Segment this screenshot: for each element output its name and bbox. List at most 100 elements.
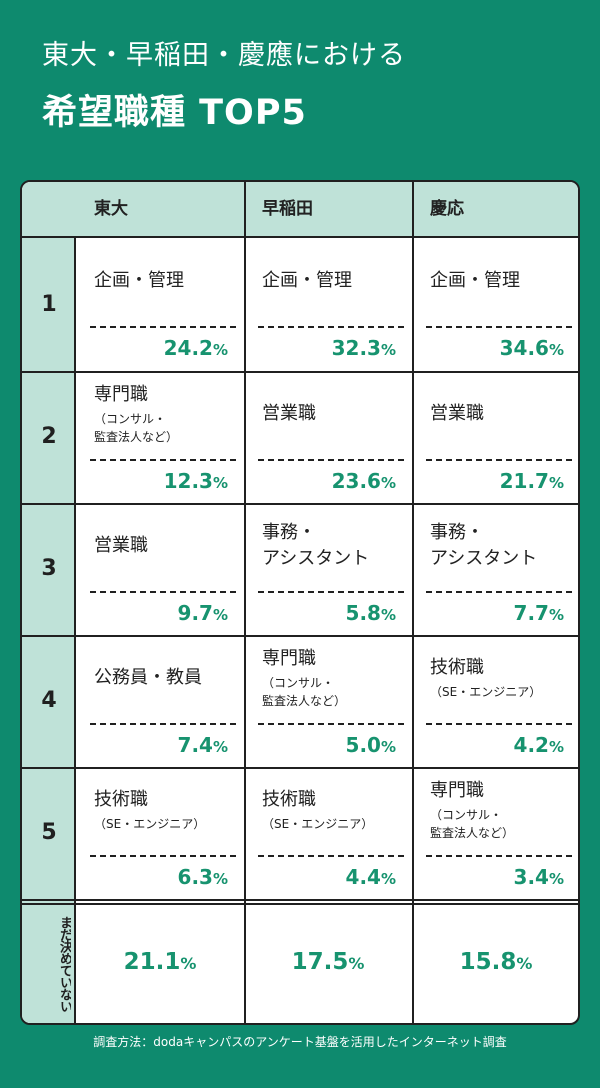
cell-dashed-divider [90,855,236,857]
percent-unit: % [380,606,396,624]
job-percentage: 4.4% [252,865,396,891]
undecided-divider [22,899,578,901]
job-percentage: 9.7% [84,601,228,627]
ranking-table: まだ決めていない 東大 早稲田 慶応 1 企画・管理 24.2% 企画・管理 32.3% 企画・… [20,180,580,1025]
percent-value: 17.5 [291,949,349,975]
column-header-3: 慶応 [430,199,464,219]
percent-unit: % [212,474,228,492]
rank-label-3: 3 [41,556,57,581]
job-percentage: 5.0% [252,733,396,759]
percent-unit: % [548,341,564,359]
job-percentage: 5.8% [252,601,396,627]
percent-unit: % [380,870,396,888]
undecided-percentage-2: 17.5% [253,948,403,978]
job-percentage: 32.3% [252,336,396,362]
cell-dashed-divider [90,723,236,725]
cell-dashed-divider [90,459,236,461]
title-line-2: 希望職種 TOP5 [42,93,307,133]
job-title: 専門職 [262,648,316,669]
job-subtitle: 監査法人など） [94,430,179,444]
percent-value: 23.6 [331,469,381,493]
percent-unit: % [548,870,564,888]
percent-unit: % [548,474,564,492]
percent-value: 4.2 [513,733,549,757]
ranking-grid: まだ決めていない 東大 早稲田 慶応 1 企画・管理 24.2% 企画・管理 32.3% 企画・… [22,182,578,1023]
undecided-percentage-1: 21.1% [85,948,235,978]
job-subtitle: 監査法人など） [262,694,347,708]
job-subtitle: 監査法人など） [430,826,515,840]
percent-unit: % [212,606,228,624]
percent-value: 21.1 [123,949,181,975]
undecided-label: まだ決めていない [57,916,71,1012]
job-title: 専門職 [430,780,484,801]
percent-unit: % [212,870,228,888]
percent-value: 6.3 [177,865,213,889]
percent-unit: % [180,954,197,973]
percent-value: 5.0 [345,733,381,757]
job-subtitle: （SE・エンジニア） [430,685,542,699]
rank-column [22,238,76,1023]
job-percentage: 6.3% [84,865,228,891]
job-title: 営業職 [430,403,484,424]
percent-unit: % [516,954,533,973]
percent-value: 21.7 [499,469,549,493]
job-title: 営業職 [94,535,148,556]
percent-value: 34.6 [499,336,549,360]
job-subtitle: （SE・エンジニア） [262,817,374,831]
job-percentage: 12.3% [84,469,228,495]
percent-unit: % [380,738,396,756]
job-percentage: 34.6% [420,336,564,362]
job-subtitle: （コンサル・ [262,676,335,690]
cell-dashed-divider [258,326,404,328]
job-title: 事務・ [262,522,316,543]
job-title: 専門職 [94,384,148,405]
percent-value: 24.2 [163,336,213,360]
percent-value: 9.7 [177,601,213,625]
percent-value: 4.4 [345,865,381,889]
job-title: アシスタント [262,548,370,569]
percent-unit: % [548,606,564,624]
job-percentage: 3.4% [420,865,564,891]
percent-unit: % [548,738,564,756]
rank-label-1: 1 [41,291,57,317]
cell-dashed-divider [258,723,404,725]
row-divider [22,503,578,505]
cell-dashed-divider [90,591,236,593]
row-divider [22,371,578,373]
cell-dashed-divider [258,591,404,593]
percent-unit: % [380,341,396,359]
job-percentage: 21.7% [420,469,564,495]
column-divider [244,182,246,1023]
percent-unit: % [212,738,228,756]
undecided-divider-second [22,903,578,905]
undecided-percentage-3: 15.8% [421,948,571,978]
job-percentage: 7.4% [84,733,228,759]
cell-dashed-divider [90,326,236,328]
percent-unit: % [348,954,365,973]
job-title: 公務員・教員 [94,667,202,688]
percent-unit: % [380,474,396,492]
job-subtitle: （コンサル・ [430,808,503,822]
column-header-2: 早稲田 [262,199,313,219]
job-title: 事務・ [430,522,484,543]
column-divider [412,182,414,1023]
job-title: 技術職 [94,789,148,810]
cell-dashed-divider [426,723,572,725]
percent-value: 15.8 [459,949,517,975]
column-header-1: 東大 [94,199,128,219]
row-divider [22,635,578,637]
job-title: アシスタント [430,548,538,569]
percent-value: 7.7 [513,601,549,625]
job-percentage: 23.6% [252,469,396,495]
rank-label-2: 2 [41,424,57,449]
job-percentage: 24.2% [84,336,228,362]
job-title: 企画・管理 [262,270,352,291]
percent-value: 7.4 [177,733,213,757]
percent-value: 32.3 [331,336,381,360]
job-title: 企画・管理 [430,270,520,291]
job-title: 営業職 [262,403,316,424]
cell-dashed-divider [426,326,572,328]
cell-dashed-divider [426,459,572,461]
header-row [22,182,578,238]
